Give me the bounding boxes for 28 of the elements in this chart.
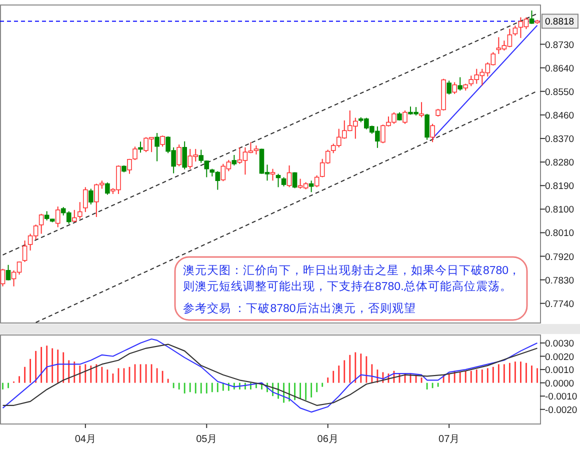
y-tick-label: 0.8640 <box>545 63 574 74</box>
x-tick-label: 05月 <box>196 434 218 445</box>
line-series <box>2 344 538 406</box>
y-tick-label: 0.8100 <box>545 204 574 216</box>
y-tick-label: 0.8010 <box>545 228 574 240</box>
x-tick-label: 04月 <box>74 434 96 445</box>
y-tick-label: 0.8730 <box>545 40 574 51</box>
y-tick-label: 0.0030 <box>545 338 574 350</box>
y-tick-label: -0.0020 <box>545 404 578 416</box>
y-tick-label: 0.7740 <box>545 298 574 310</box>
y-tick-label: 0.8550 <box>545 86 574 98</box>
line-series <box>2 338 538 413</box>
annotation: 则澳元短线调整可能出现，下支持在8780.总体可能高位震荡。 <box>183 279 512 293</box>
y-tick-label: 0.7830 <box>545 275 574 286</box>
y-tick-label: 0.0010 <box>545 365 574 376</box>
y-tick-label: 0.8370 <box>545 134 574 145</box>
annotation: 参考交易 ：下破8780后沽出澳元，否则观望 <box>183 301 416 315</box>
y-tick-label: 0.0020 <box>545 352 574 363</box>
y-tick-label: 0.8460 <box>545 110 574 122</box>
x-tick-label: 07月 <box>438 434 460 445</box>
y-tick-label: 0.7920 <box>545 252 574 263</box>
y-tick-label: -0.0010 <box>545 392 578 403</box>
x-tick-label: 06月 <box>317 434 338 445</box>
annotation: 澳元天图：汇价向下，昨日出现射击之星，如果今日下破8780， <box>183 263 521 277</box>
y-tick-label: 0.8190 <box>545 181 574 192</box>
y-tick-label: 0.8280 <box>545 158 574 169</box>
y-tick-label: 0.0000 <box>545 378 574 390</box>
ref-line-label: 0.8818 <box>545 16 574 28</box>
